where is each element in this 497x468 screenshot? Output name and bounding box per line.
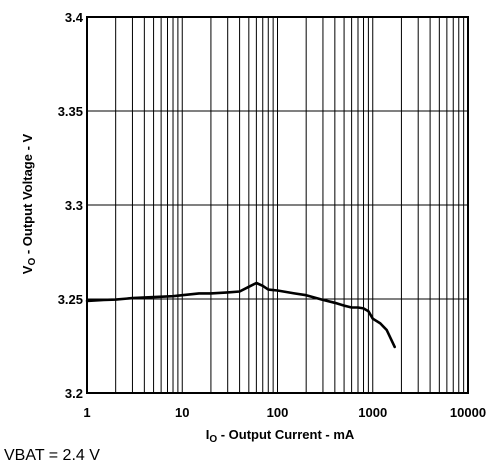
plot-frame [86,16,469,394]
y-tick-label: 3.35 [58,104,83,119]
x-tick-labels: 1 10 100 1000 10000 [83,405,486,420]
grid [86,16,468,394]
x-tick-label: 1 [83,405,90,420]
test-condition: VBAT = 2.4 V [4,447,100,464]
series-line [85,281,396,349]
x-tick-label: 10 [175,405,189,420]
y-tick-label: 3.2 [65,386,83,401]
x-tick-label: 100 [267,405,289,420]
y-axis-label: VO - Output Voltage - V [20,133,38,274]
y-tick-label: 3.4 [65,10,84,25]
y-tick-label: 3.25 [58,292,83,307]
x-axis-label: IO - Output Current - mA [206,427,355,445]
y-tick-labels: 3.2 3.25 3.3 3.35 3.4 [58,10,84,401]
x-tick-label: 1000 [358,405,387,420]
x-tick-label: 10000 [450,405,486,420]
y-tick-label: 3.3 [65,198,83,213]
